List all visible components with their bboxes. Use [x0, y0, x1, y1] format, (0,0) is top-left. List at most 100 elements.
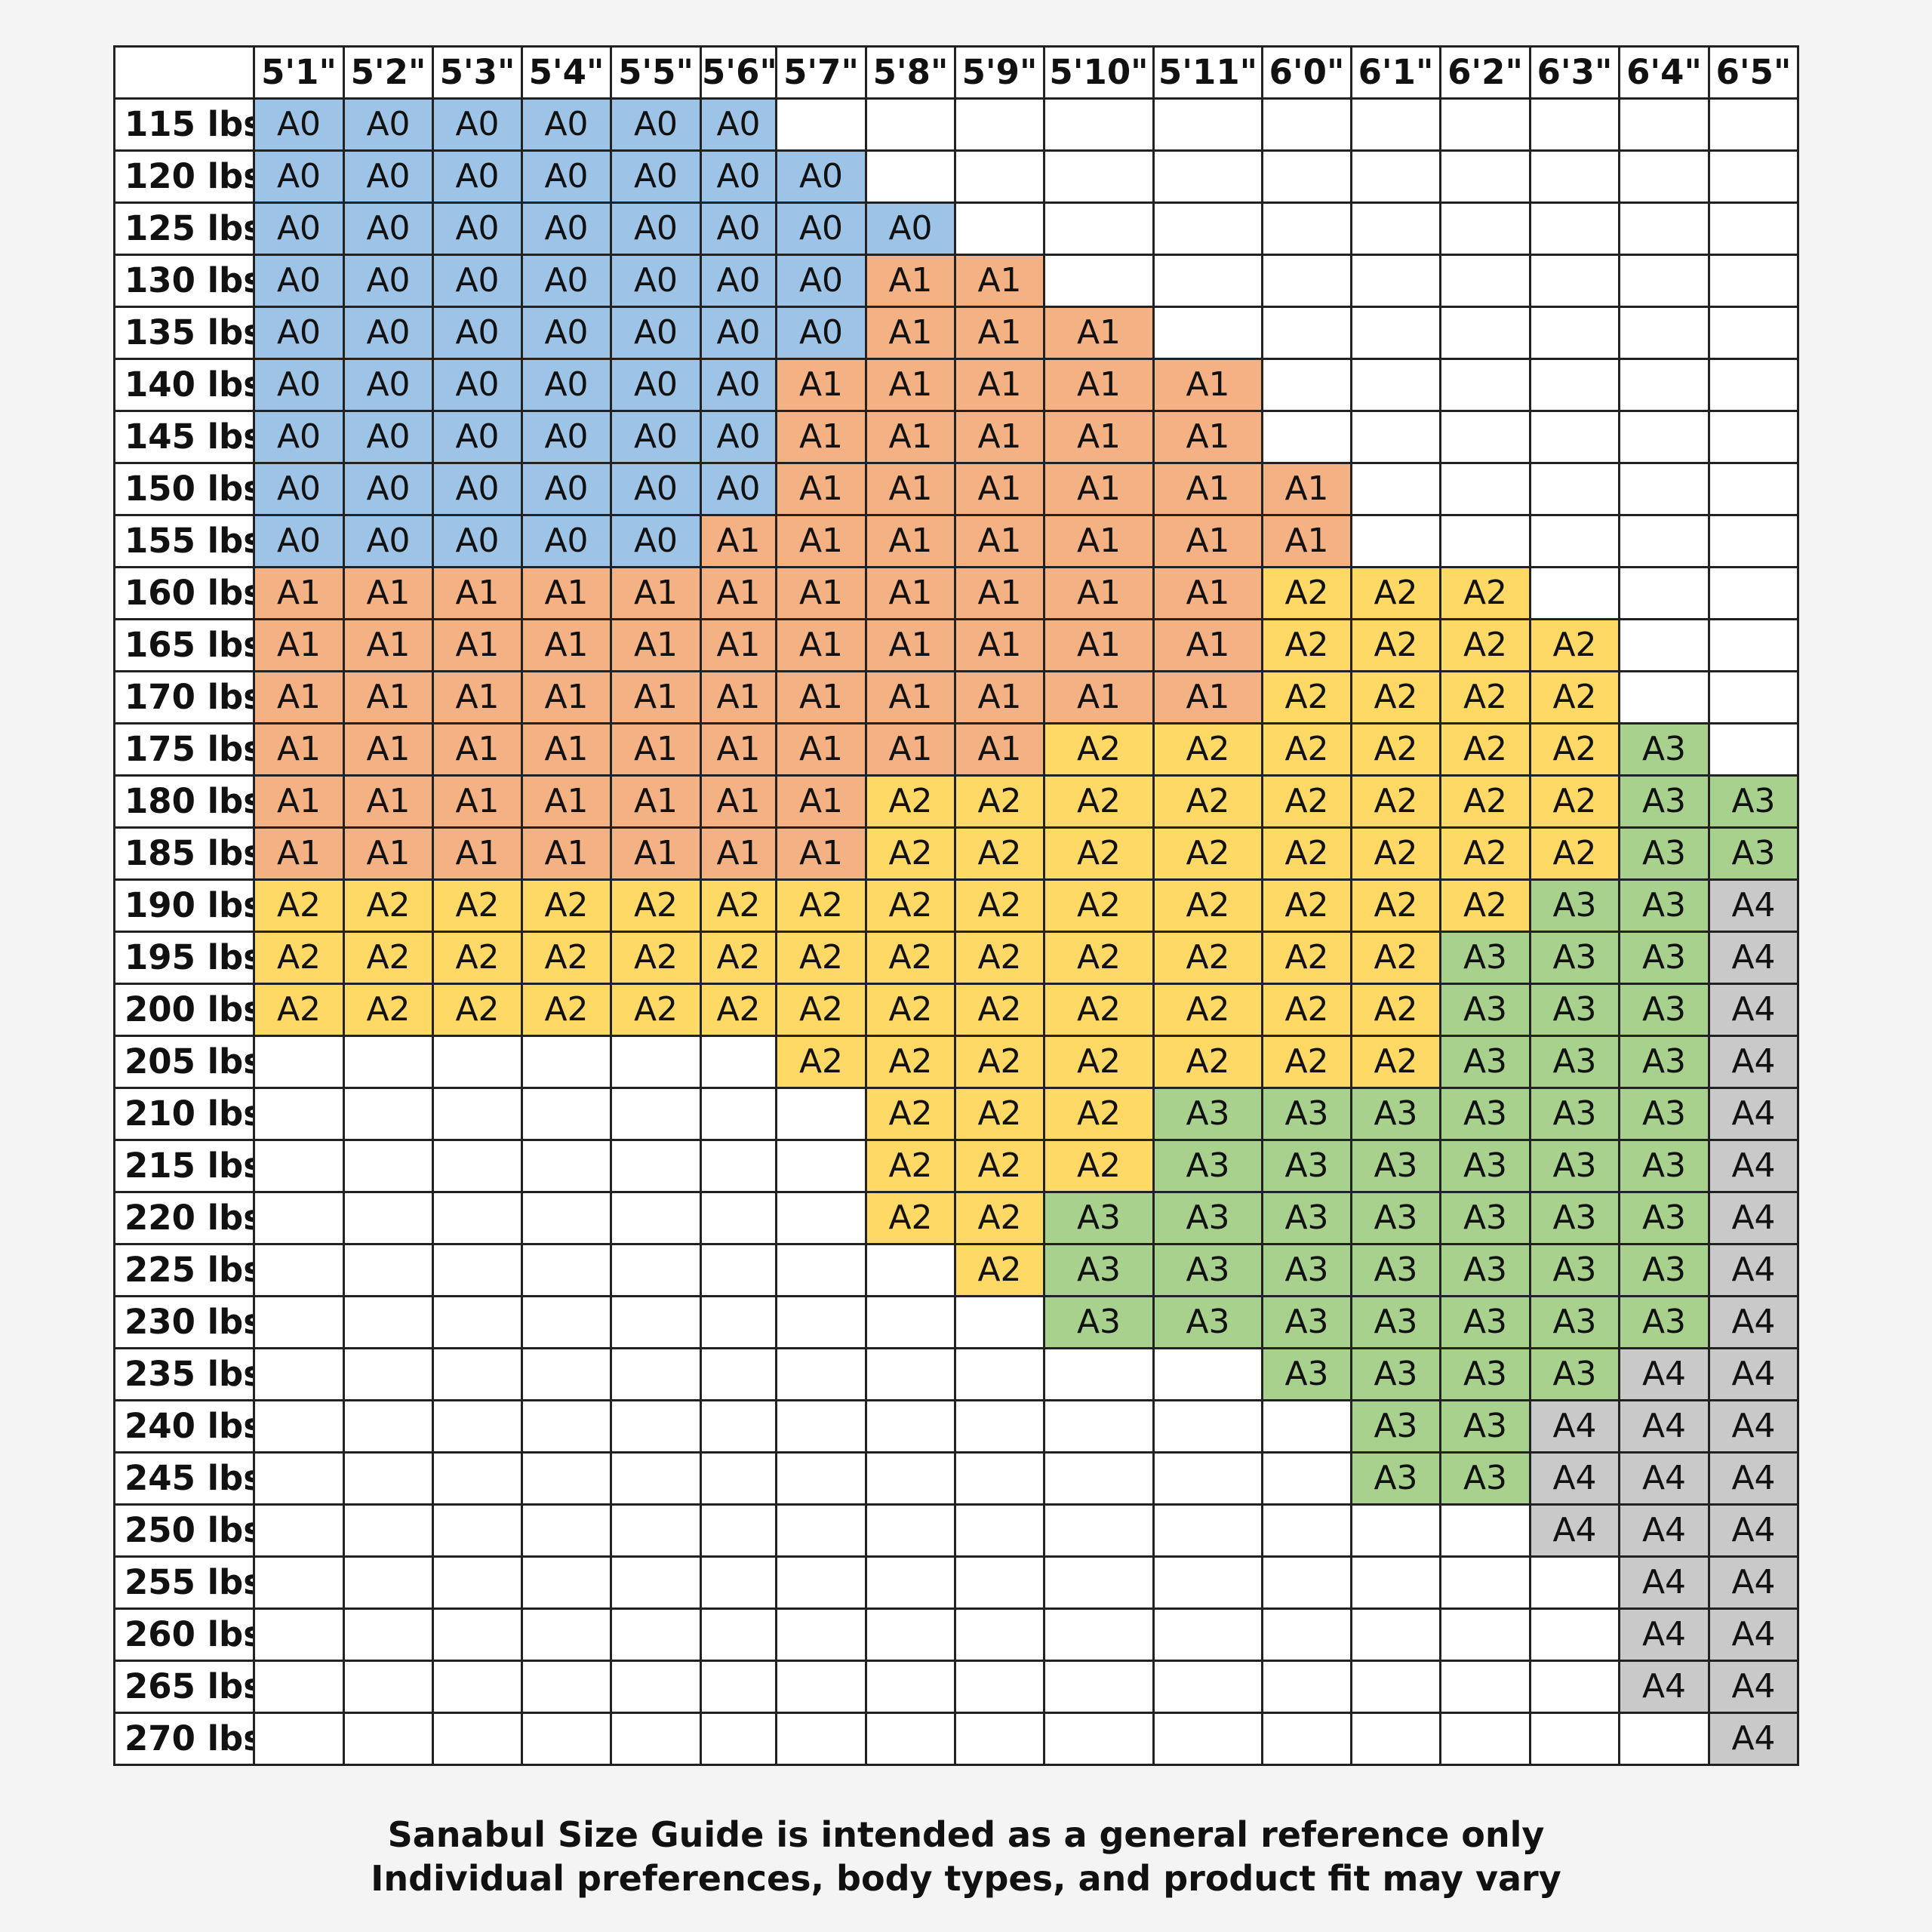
- column-header-height: 5'4": [521, 45, 612, 100]
- size-cell: A4: [1708, 931, 1799, 985]
- size-cell: [1529, 202, 1620, 256]
- column-header-height: 5'7": [775, 45, 867, 100]
- size-cell: [1261, 1399, 1352, 1454]
- size-cell: A1: [700, 566, 777, 620]
- size-cell: A0: [343, 202, 434, 256]
- size-cell: A4: [1618, 1503, 1710, 1558]
- size-cell: [1261, 410, 1352, 464]
- table-row: 245 lbs A3 A3 A4 A4 A4: [113, 1451, 1799, 1506]
- size-cell: A1: [343, 722, 434, 777]
- size-cell: [253, 1191, 345, 1245]
- size-cell: A4: [1618, 1660, 1710, 1714]
- size-cell: [343, 1712, 434, 1766]
- table-row: 140 lbs A0 A0 A0 A0 A0 A0 A1 A1 A1 A1 A1: [113, 358, 1799, 412]
- size-cell: [1350, 97, 1441, 152]
- size-cell: [253, 1139, 345, 1193]
- size-cell: A0: [432, 202, 523, 256]
- size-cell: A2: [700, 983, 777, 1037]
- size-cell: [343, 1451, 434, 1506]
- table-row: 145 lbs A0 A0 A0 A0 A0 A0 A1 A1 A1 A1 A1: [113, 410, 1799, 464]
- size-cell: [1439, 202, 1531, 256]
- size-cell: [1261, 1607, 1352, 1662]
- size-cell: A1: [253, 618, 345, 672]
- size-cell: A2: [1261, 566, 1352, 620]
- size-cell: A2: [343, 983, 434, 1037]
- size-cell: [775, 1347, 867, 1401]
- table-row: 195 lbs A2 A2 A2 A2 A2 A2 A2 A2 A2 A2 A2 A2 A2 A3 A3 A3 A…: [113, 931, 1799, 985]
- column-header-height: 6'5": [1708, 45, 1799, 100]
- size-cell: A0: [865, 202, 956, 256]
- size-cell: A2: [1350, 722, 1441, 777]
- size-cell: A1: [521, 566, 612, 620]
- size-cell: A3: [1529, 878, 1620, 933]
- size-cell: [1043, 1503, 1155, 1558]
- table-row: 115 lbs A0 A0 A0 A0 A0 A0: [113, 97, 1799, 152]
- row-header-weight: 215 lbs: [113, 1139, 255, 1193]
- row-header-weight: 125 lbs: [113, 202, 255, 256]
- table-row: 255 lbs A4 A4: [113, 1555, 1799, 1610]
- size-cell: A3: [1350, 1087, 1441, 1141]
- size-cell: A3: [1043, 1191, 1155, 1245]
- size-cell: [1043, 1712, 1155, 1766]
- size-cell: A3: [1439, 1347, 1531, 1401]
- header-row: 5'1" 5'2" 5'3" 5'4" 5'5" 5'6" 5'7" 5'8" 5'9" 5'10…: [113, 45, 1799, 100]
- size-cell: A2: [700, 878, 777, 933]
- size-cell: A1: [954, 722, 1045, 777]
- size-cell: A4: [1529, 1503, 1620, 1558]
- size-cell: [253, 1035, 345, 1089]
- size-cell: A4: [1708, 1399, 1799, 1454]
- size-cell: [954, 1607, 1045, 1662]
- size-cell: A2: [521, 983, 612, 1037]
- size-cell: [1529, 1660, 1620, 1714]
- size-cell: [1043, 1555, 1155, 1610]
- size-cell: A4: [1708, 1451, 1799, 1506]
- size-cell: A2: [1043, 878, 1155, 933]
- size-cell: A2: [1350, 618, 1441, 672]
- size-cell: [343, 1087, 434, 1141]
- size-cell: A1: [610, 618, 702, 672]
- size-cell: [1261, 97, 1352, 152]
- size-cell: A2: [954, 1191, 1045, 1245]
- size-cell: [1350, 1555, 1441, 1610]
- size-cell: [1708, 149, 1799, 204]
- row-header-weight: 150 lbs: [113, 462, 255, 516]
- row-header-weight: 175 lbs: [113, 722, 255, 777]
- size-cell: A0: [253, 462, 345, 516]
- size-cell: A0: [700, 254, 777, 308]
- size-cell: [1529, 566, 1620, 620]
- size-cell: A3: [1261, 1087, 1352, 1141]
- table-row: 180 lbs A1 A1 A1 A1 A1 A1 A1 A2 A2 A2 A2 A2 A2 A2 A2 A3 A…: [113, 774, 1799, 829]
- size-cell: [700, 1087, 777, 1141]
- size-cell: [1152, 306, 1263, 360]
- row-header-weight: 245 lbs: [113, 1451, 255, 1506]
- row-header-weight: 265 lbs: [113, 1660, 255, 1714]
- size-cell: [775, 1555, 867, 1610]
- size-cell: [775, 1451, 867, 1506]
- size-cell: [865, 1712, 956, 1766]
- size-cell: [1261, 202, 1352, 256]
- size-cell: A1: [954, 358, 1045, 412]
- size-cell: [1261, 1555, 1352, 1610]
- size-cell: [1152, 254, 1263, 308]
- size-cell: A0: [521, 254, 612, 308]
- size-cell: A1: [521, 670, 612, 724]
- size-cell: A2: [865, 826, 956, 881]
- size-cell: A2: [1261, 618, 1352, 672]
- size-cell: A0: [700, 462, 777, 516]
- size-cell: A3: [1618, 1191, 1710, 1245]
- size-cell: [432, 1087, 523, 1141]
- size-cell: A2: [954, 931, 1045, 985]
- size-cell: A2: [1043, 1035, 1155, 1089]
- size-cell: [343, 1139, 434, 1193]
- table-row: 215 lbs A2 A2 A2 A3 A3 A3 A3 A3 A3 A4: [113, 1139, 1799, 1193]
- size-cell: A2: [1439, 618, 1531, 672]
- size-cell: A2: [1439, 774, 1531, 829]
- table-row: 220 lbs A2 A2 A3 A3 A3 A3 A3 A3 A3 A4: [113, 1191, 1799, 1245]
- size-cell: [1439, 1607, 1531, 1662]
- size-cell: [1350, 1660, 1441, 1714]
- size-cell: [1708, 566, 1799, 620]
- size-cell: A3: [1708, 774, 1799, 829]
- size-cell: A0: [521, 514, 612, 568]
- size-cell: [432, 1399, 523, 1454]
- size-cell: A2: [865, 931, 956, 985]
